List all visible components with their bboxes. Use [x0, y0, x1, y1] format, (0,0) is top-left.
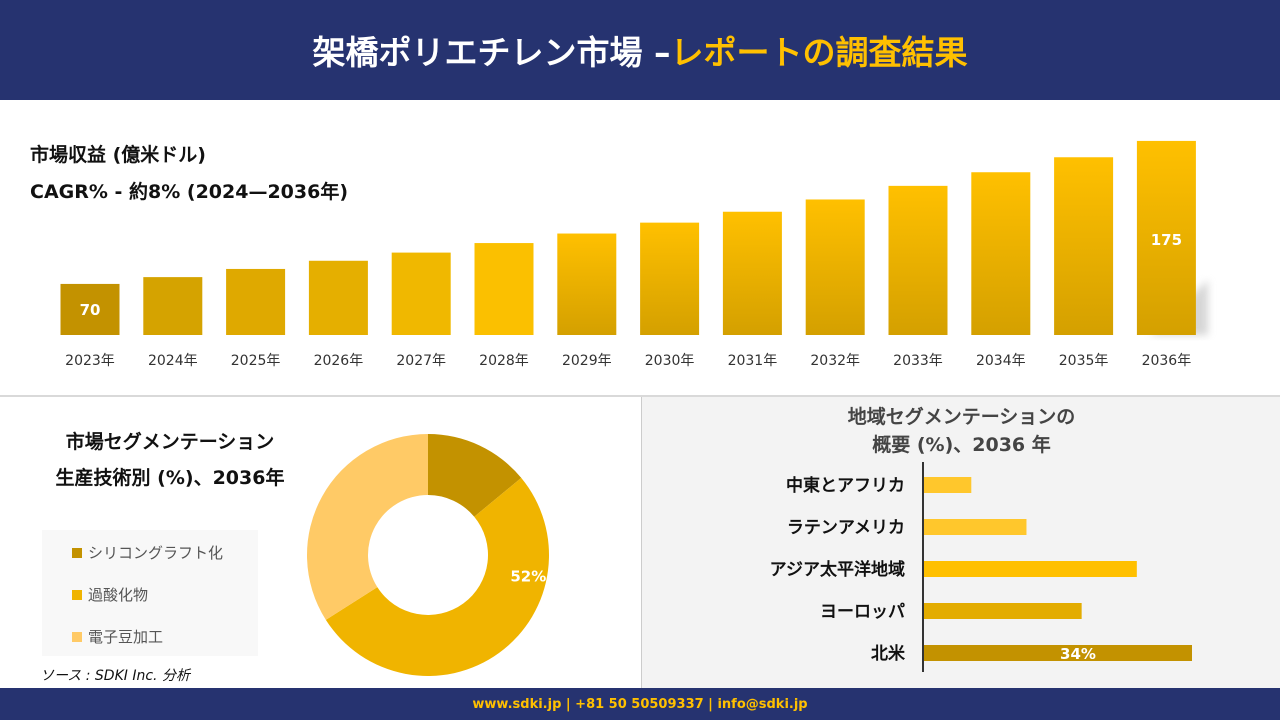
x-tick-label: 2034年 — [976, 353, 1026, 369]
donut-title-line2: 生産技術別 (%)、2036年 — [55, 467, 285, 489]
donut-slice-過酸化物 — [325, 477, 549, 676]
x-tick-label: 2030年 — [645, 353, 695, 369]
bar-2035年 — [1054, 157, 1114, 335]
region-label: ラテンアメリカ — [787, 518, 905, 538]
revenue-bar-chart: 2023年 70 2024年 2025年 2026年 2027年 2028年 2029年 203… — [60, 140, 1208, 369]
legend-swatch — [72, 547, 82, 558]
footer-contact: www.sdki.jp | +81 50 50509337 | info@sdk… — [0, 688, 1280, 720]
region-bar-ラテンアメリカ — [924, 519, 1027, 535]
bar-2032年 — [805, 199, 865, 335]
region-title-line1: 地域セグメンテーションの — [847, 406, 1076, 428]
region-title-line2: 概要 (%)、2036 年 — [872, 434, 1051, 456]
bar-2026年 — [308, 260, 368, 335]
bar-2024年 — [143, 277, 203, 335]
x-tick-label: 2029年 — [562, 353, 612, 369]
donut-legend: シリコングラフト化 過酸化物 電子豆加工 — [42, 530, 258, 656]
bar-2033年 — [888, 185, 948, 335]
region-bar-北米 — [924, 645, 1192, 661]
bar-2023年 — [60, 283, 120, 335]
title-highlight: レポートの調査結果 — [670, 33, 968, 72]
legend-item: 電子豆加工 — [72, 626, 163, 647]
cagr-label: CAGR% - 約8% (2024—2036年) — [30, 181, 349, 203]
divider — [0, 395, 1280, 397]
data-label: 70 — [80, 301, 101, 319]
title-main: 架橋ポリエチレン市場 – — [312, 33, 671, 72]
region-bar-アジア太平洋地域 — [924, 561, 1137, 577]
revenue-title: 市場収益 (億米ドル) — [30, 144, 206, 166]
donut-data-label: 52% — [510, 567, 546, 585]
legend-swatch — [72, 589, 82, 600]
donut-slice-シリコングラフト化 — [428, 434, 522, 517]
legend-label: 電子豆加工 — [88, 628, 164, 646]
x-tick-label: 2024年 — [148, 353, 198, 369]
bar-2036年 — [1136, 140, 1196, 335]
bar-2030年 — [640, 222, 700, 335]
header-banner: 架橋ポリエチレン市場 – レポートの調査結果 — [0, 0, 1280, 100]
x-tick-label: 2032年 — [810, 353, 860, 369]
legend-item: シリコングラフト化 — [72, 542, 223, 563]
region-label: ヨーロッパ — [820, 602, 905, 622]
x-tick-label: 2026年 — [314, 353, 364, 369]
region-title: 地域セグメンテーションの 概要 (%)、2036 年 — [642, 403, 1280, 459]
legend-label: 過酸化物 — [88, 586, 149, 604]
x-tick-label: 2033年 — [893, 353, 943, 369]
bar-2031年 — [722, 211, 782, 335]
region-label: 中東とアフリカ — [786, 475, 905, 496]
region-segment-panel: 地域セグメンテーションの 概要 (%)、2036 年 中東とアフリカ ラテンアメリカ… — [641, 397, 1280, 688]
x-tick-label: 2031年 — [728, 353, 778, 369]
x-tick-label: 2025年 — [231, 353, 281, 369]
bar-2034年 — [971, 172, 1031, 335]
technology-segment-panel: 市場セグメンテーション 生産技術別 (%)、2036年 シリコングラフト化 過酸… — [0, 397, 640, 688]
legend-label: シリコングラフト化 — [88, 544, 224, 562]
x-tick-label: 2035年 — [1059, 353, 1109, 369]
region-label: 北米 — [871, 643, 906, 664]
data-label: 175 — [1151, 231, 1182, 249]
region-bar-ヨーロッパ — [924, 603, 1082, 619]
technology-donut-chart: 52% — [307, 434, 549, 676]
bar-2028年 — [474, 243, 534, 335]
source-note: ソース : SDKI Inc. 分析 — [40, 668, 190, 684]
region-data-label: 34% — [1060, 645, 1096, 663]
x-tick-label: 2036年 — [1142, 353, 1192, 369]
x-tick-label: 2028年 — [479, 353, 529, 369]
legend-item: 過酸化物 — [72, 584, 148, 605]
bar-2027年 — [391, 252, 451, 335]
x-tick-label: 2023年 — [65, 353, 115, 369]
region-bar-中東とアフリカ — [924, 477, 972, 493]
revenue-chart-panel: 市場収益 (億米ドル) CAGR% - 約8% (2024—2036年) 202… — [0, 100, 1280, 395]
x-tick-label: 2027年 — [396, 353, 446, 369]
region-label: アジア太平洋地域 — [770, 559, 905, 580]
donut-slice-電子豆加工 — [307, 434, 428, 620]
bar-2025年 — [226, 268, 286, 335]
legend-swatch — [72, 631, 82, 642]
bar-2029年 — [557, 233, 617, 335]
donut-title-line1: 市場セグメンテーション — [65, 431, 275, 453]
